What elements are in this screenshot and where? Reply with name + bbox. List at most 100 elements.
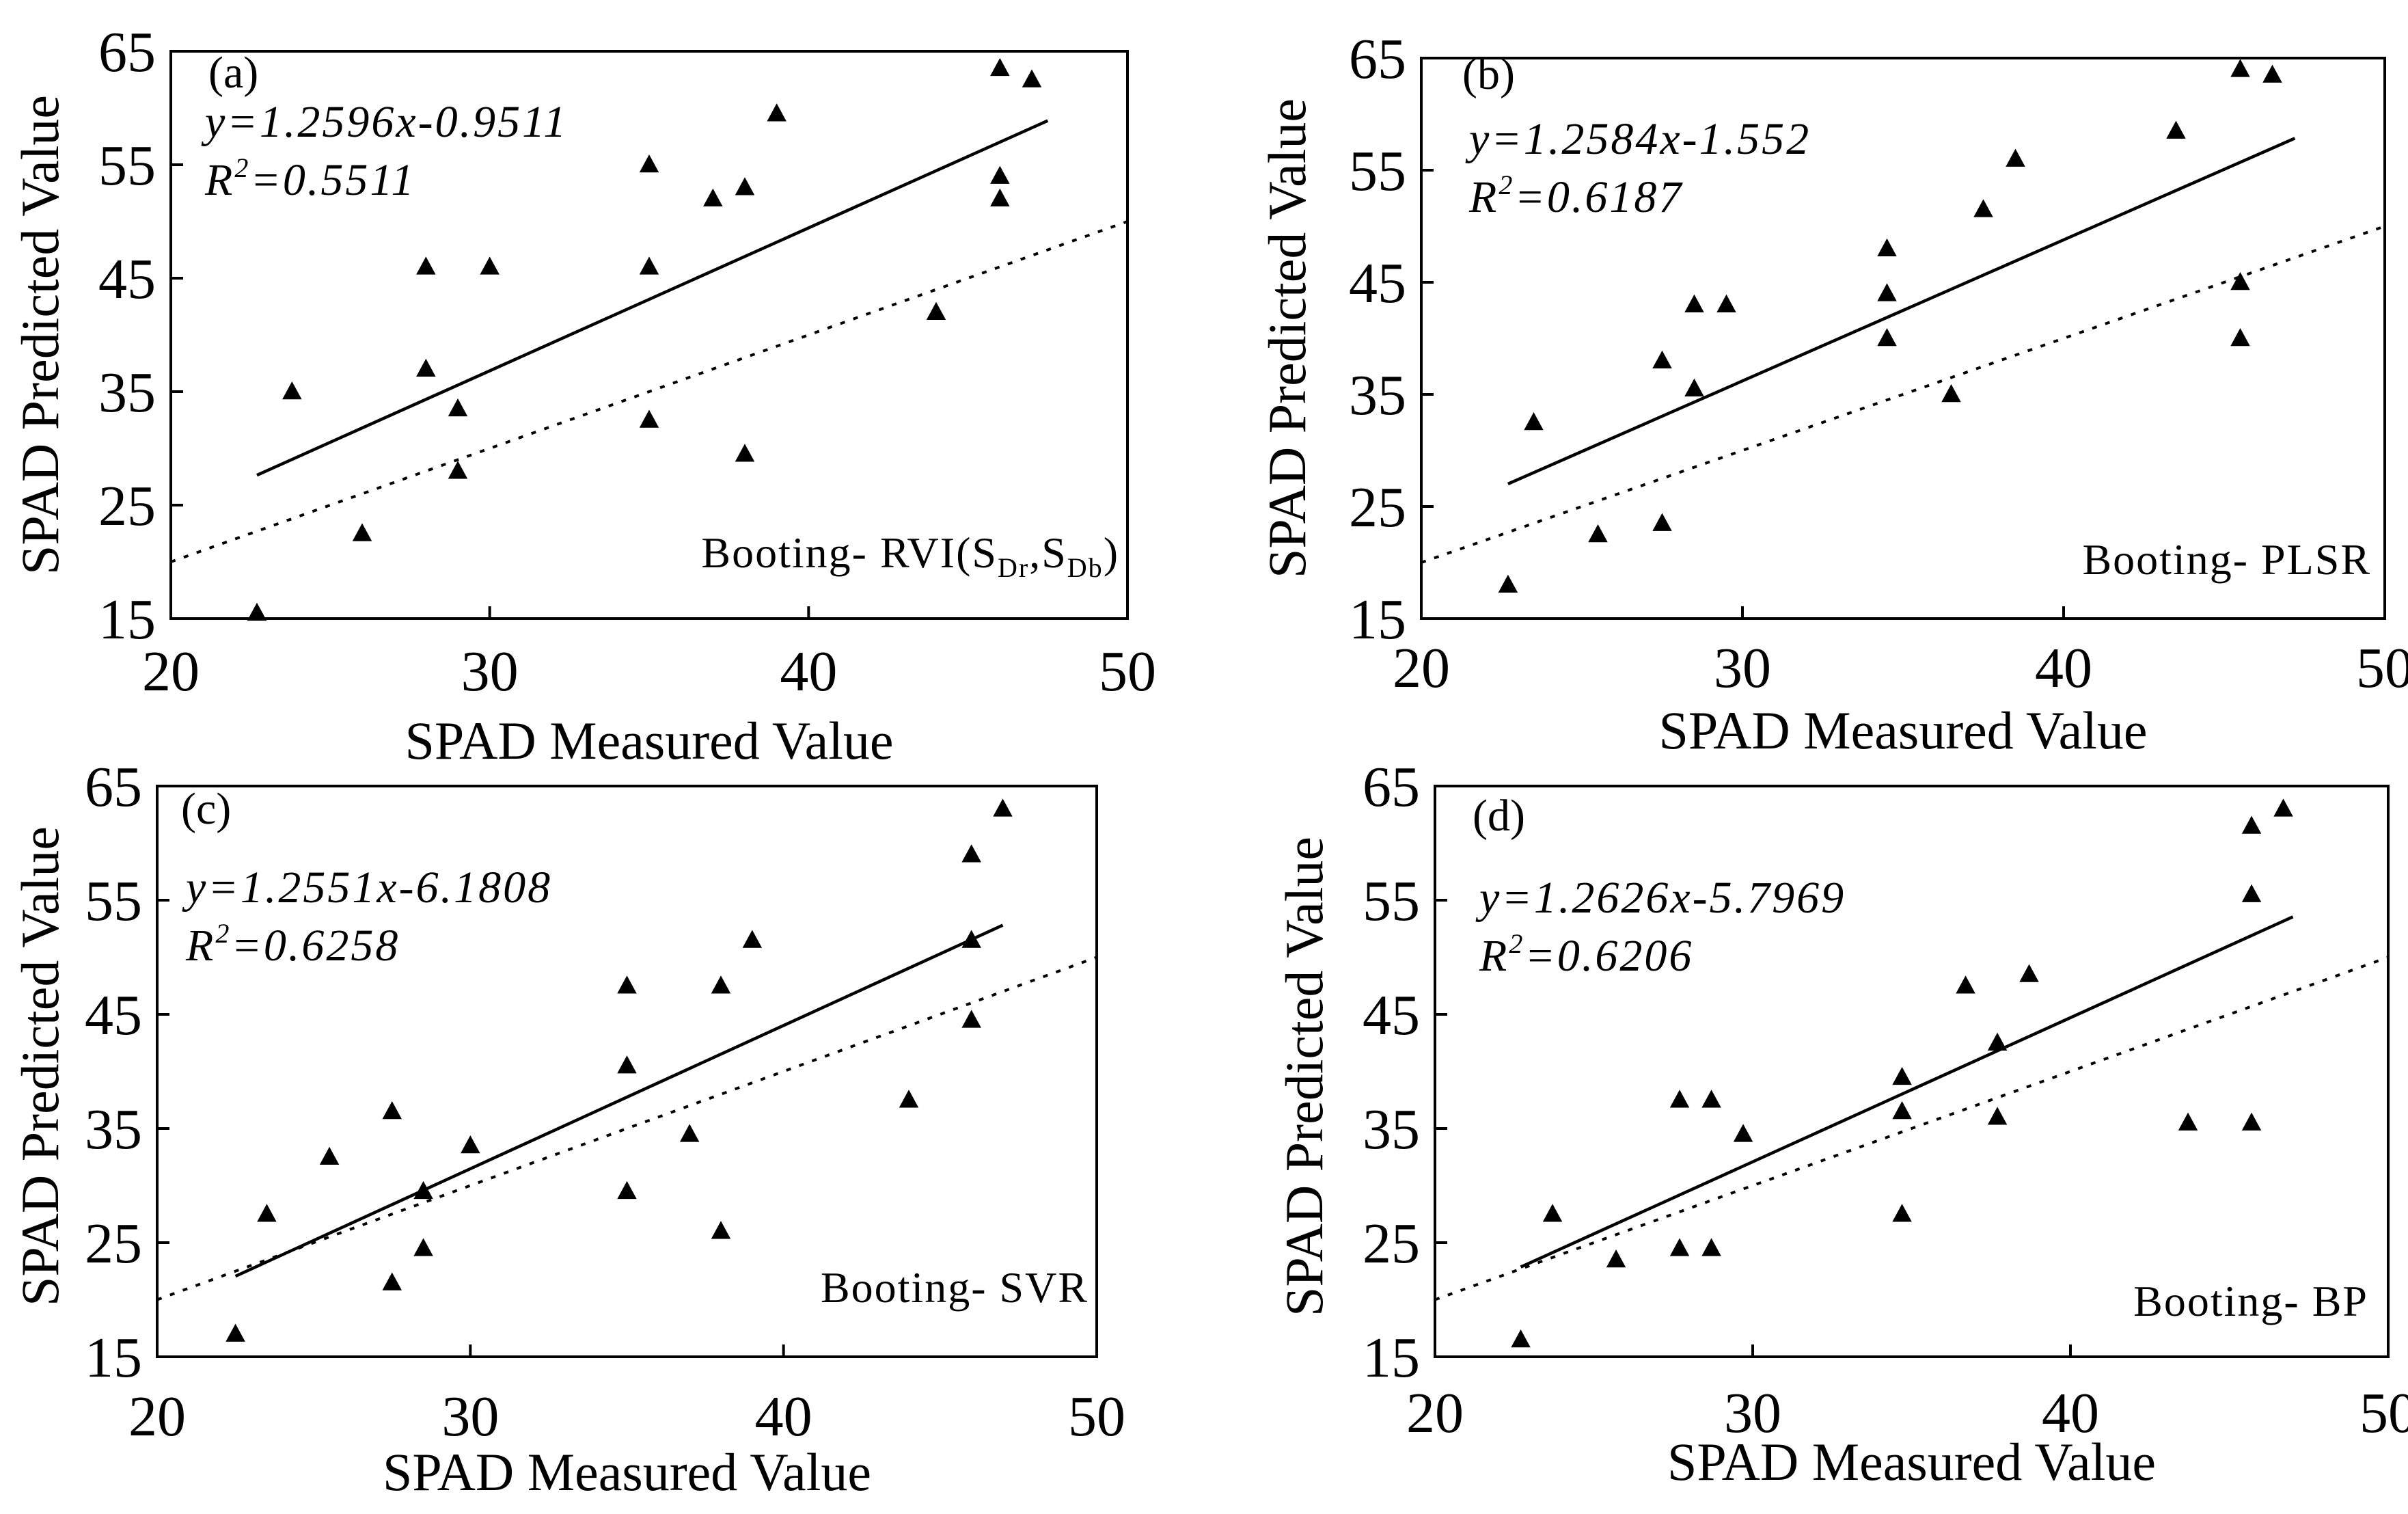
data-point [480,256,500,275]
x-tick-label: 40 [2042,1381,2099,1445]
y-axis-title: SPAD Predicted Value [10,95,70,575]
y-tick-label: 65 [1363,755,1420,819]
y-tick-label: 55 [85,869,142,933]
y-tick-label: 45 [98,247,156,311]
y-tick-label: 15 [1349,588,1406,651]
data-point [1684,294,1704,313]
y-tick-label: 35 [1349,364,1406,427]
y-tick-label: 55 [1349,139,1406,203]
r-squared-symbol: R [1468,172,1499,222]
data-point [2273,798,2293,817]
r-squared-superscript: 2 [1509,928,1524,959]
data-point [703,188,723,207]
data-point [1716,294,1736,313]
data-point [617,1055,637,1074]
data-point [1701,1090,1721,1108]
y-axis-title: SPAD Predicted Value [1274,837,1334,1316]
data-point [1606,1249,1626,1268]
panel-b: 20 30 40 50 15 25 35 45 55 65 SPAD Measured Value S… [1257,27,2408,760]
x-axis-title: SPAD Measured Value [383,1442,871,1502]
data-point [1498,574,1518,593]
data-point [2262,64,2282,83]
data-point [2019,964,2039,982]
data-point [319,1146,340,1165]
model-label-text: Booting- RVI(S [701,528,998,577]
y-tick-label: 55 [98,134,156,198]
data-point [1701,1238,1721,1256]
y-tick-label: 25 [85,1212,142,1275]
data-point [461,1135,480,1154]
x-tick-label: 40 [755,1385,812,1448]
data-point [639,409,659,428]
data-point [1652,350,1672,369]
y-tick-label: 45 [1363,984,1420,1047]
data-point [1877,283,1897,301]
data-point [961,844,981,863]
data-point [990,57,1010,77]
plot-frame [169,50,1129,620]
data-point [993,798,1013,817]
data-point [1987,1107,2008,1125]
x-tick-label: 50 [1068,1385,1125,1448]
r-squared-superscript: 2 [234,152,250,183]
data-point [1669,1090,1690,1108]
data-point [1892,1066,1912,1085]
reference-line [157,956,1097,1301]
y-tick-label: 15 [1363,1326,1420,1390]
model-label: Booting- BP [2133,1277,2368,1325]
y-tick-label: 35 [98,361,156,424]
r-squared: R2=0.6187 [1468,170,1683,222]
r-squared-value: =0.6187 [1514,172,1683,222]
x-tick-label: 50 [2356,636,2408,700]
r-squared-value: =0.6206 [1524,931,1693,981]
data-point [639,154,659,173]
model-label-subscript: Dr [998,552,1029,583]
data-point [1987,1032,2008,1051]
fit-line [1520,915,2294,1269]
y-tick-label: 65 [1349,27,1406,91]
data-point [1973,199,1993,217]
r-squared-symbol: R [204,155,234,205]
panel-a: 20 30 40 50 15 25 35 45 55 65 SPAD Measured Value S… [10,21,1156,770]
panel-label: (b) [1462,49,1515,99]
data-point [1652,513,1672,531]
model-label-text: Booting- PLSR [2082,535,2371,584]
data-point [742,930,763,948]
r-squared-value: =0.5511 [250,155,415,205]
data-point [1941,384,1961,403]
data-point [735,444,755,462]
y-tick-label: 15 [98,588,156,651]
x-axis-title: SPAD Measured Value [405,711,894,770]
data-point [416,256,436,275]
panel-label: (d) [1473,791,1525,841]
y-tick-label: 65 [98,21,156,84]
regression-equation: y=1.2626x-5.7969 [1475,873,1846,923]
data-point [257,1204,277,1222]
data-point [639,256,659,275]
data-point [1877,328,1897,347]
y-tick-label: 55 [1363,869,1420,933]
plot-frame [1434,785,2390,1358]
x-tick-label: 20 [128,1385,186,1448]
model-label-text: Booting- BP [2133,1277,2368,1325]
r-squared: R2=0.6206 [1479,928,1693,981]
y-tick-label: 45 [1349,252,1406,315]
data-point [382,1100,402,1120]
regression-equation: y=1.2596x-0.9511 [201,97,568,147]
data-point [711,975,731,994]
panel-label: (c) [181,784,231,834]
r-squared-value: =0.6258 [231,921,400,971]
data-point [1511,1329,1531,1348]
x-tick-label: 50 [1099,640,1156,703]
data-point [617,1180,637,1200]
r-squared-superscript: 2 [1499,170,1514,200]
data-point [2241,1112,2262,1131]
y-tick-label: 25 [1349,476,1406,539]
data-point [2230,272,2250,290]
x-tick-label: 20 [1406,1381,1464,1445]
x-tick-label: 40 [780,640,837,703]
data-point [1877,238,1897,257]
panel-label: (a) [208,48,258,98]
data-point [382,1272,402,1290]
